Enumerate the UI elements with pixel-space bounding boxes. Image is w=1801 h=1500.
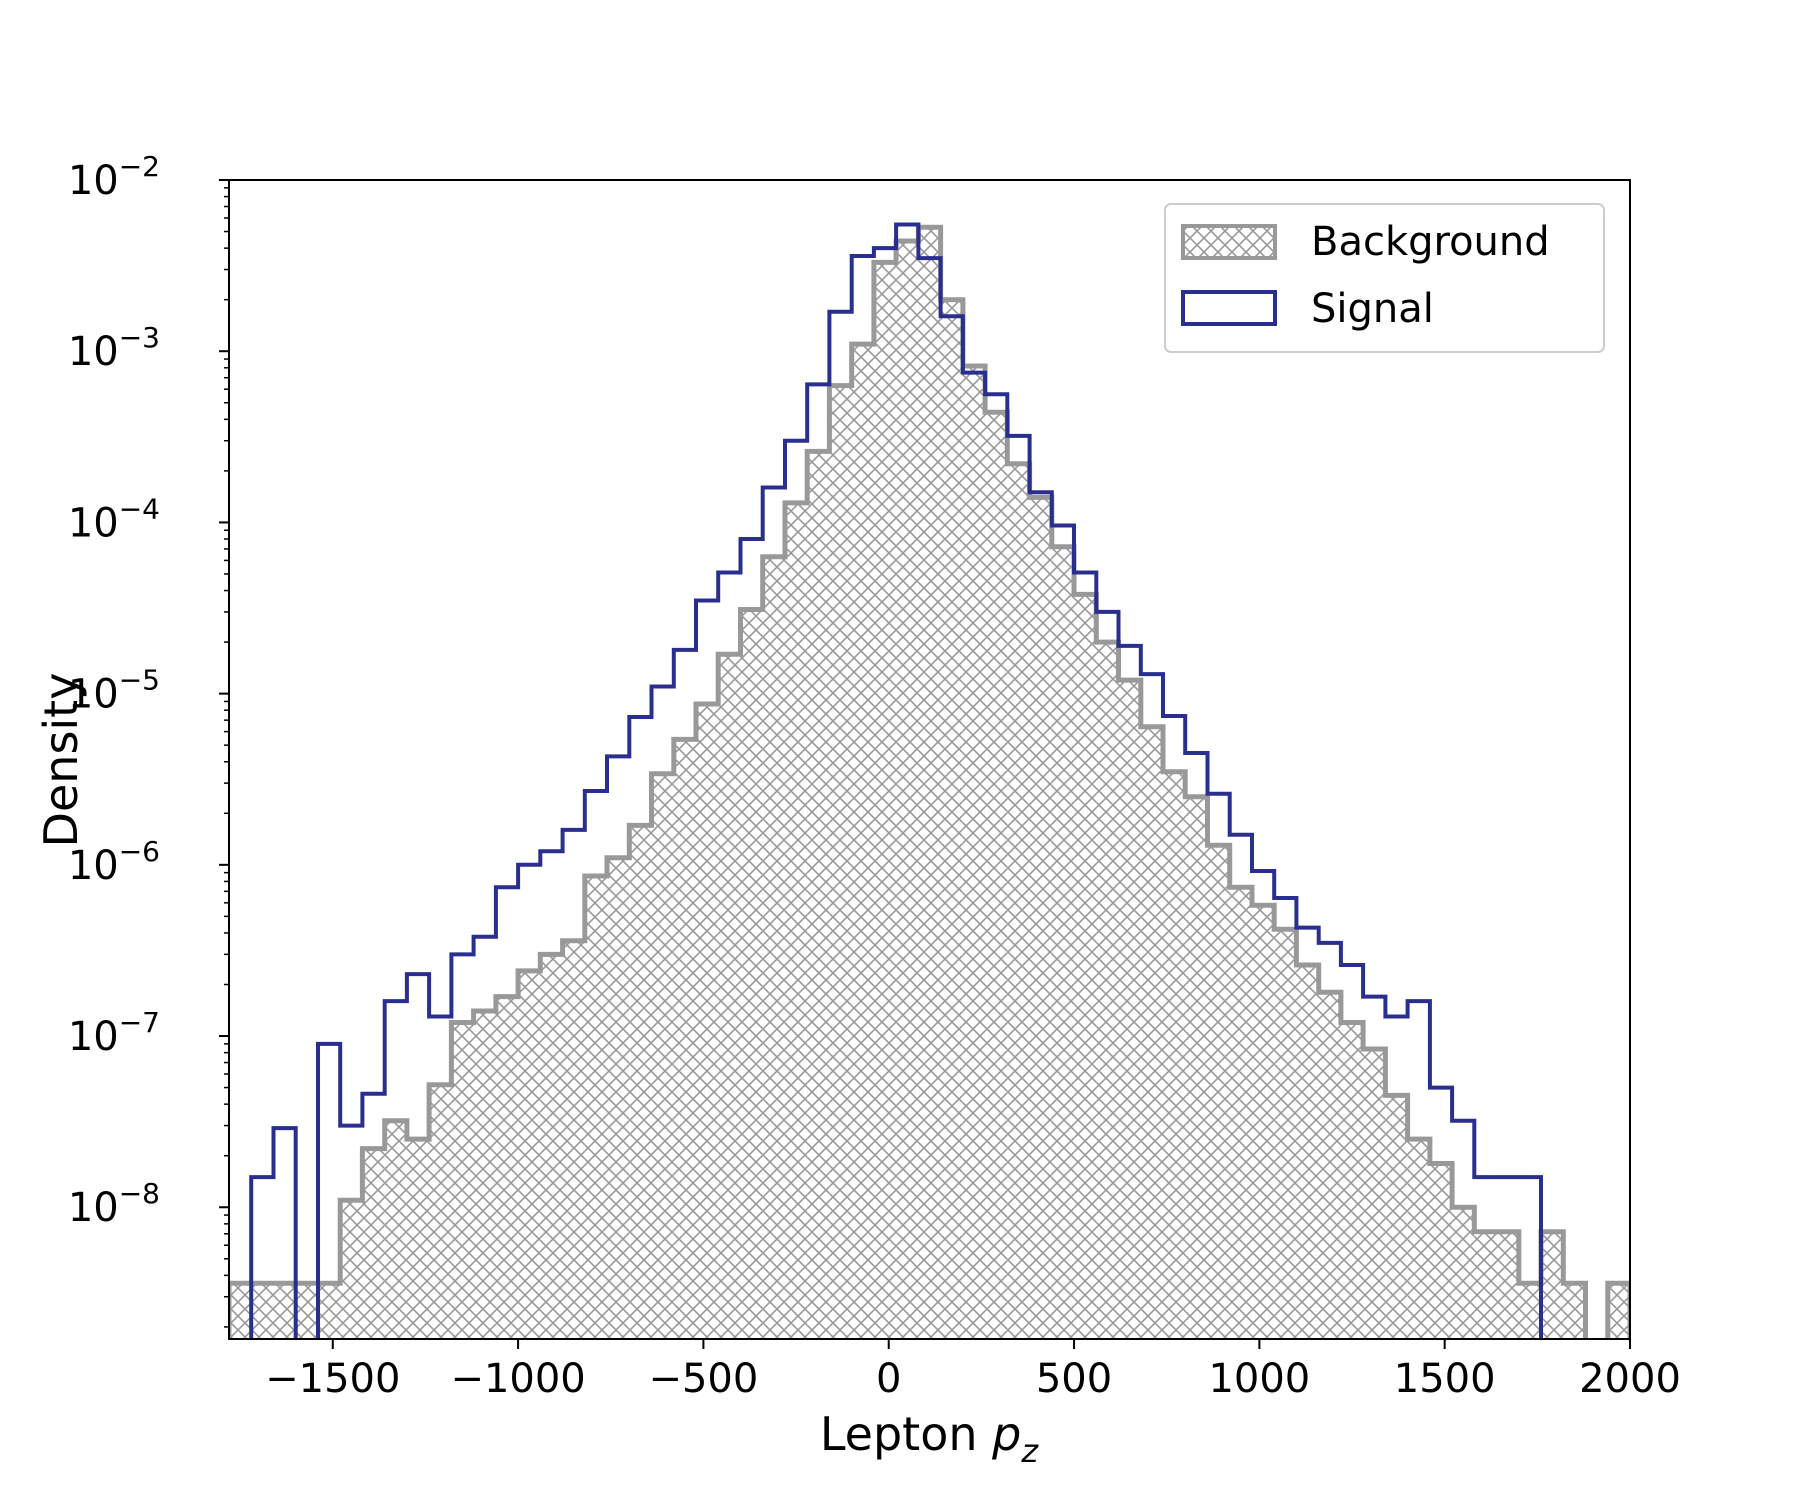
background-bin — [1163, 771, 1186, 1339]
background-bin — [1118, 680, 1141, 1339]
background-bin — [562, 940, 585, 1339]
legend-label-signal: Signal — [1311, 286, 1434, 332]
y-tick-label: 10−3 — [68, 321, 160, 375]
background-bin — [362, 1148, 385, 1339]
background-bin — [1029, 497, 1052, 1339]
background-bin — [673, 739, 696, 1339]
background-bin — [1363, 1049, 1386, 1339]
y-axis-ticks: 10−8 10−7 10−6 10−5 10−4 10−3 10−2 — [68, 150, 229, 1328]
background-bin — [518, 970, 541, 1339]
background-outline — [1605, 1280, 1630, 1339]
background-bin — [1474, 1231, 1497, 1339]
background-bin — [473, 1011, 496, 1339]
x-axis-label-subscript: z — [1020, 1432, 1039, 1470]
signal-outline — [249, 1126, 298, 1339]
y-tick-label: 10−4 — [68, 492, 160, 546]
y-axis-label: Density — [34, 673, 88, 848]
x-tick-label: −500 — [648, 1356, 758, 1402]
background-bin — [1385, 1095, 1408, 1339]
legend-swatch-background — [1181, 224, 1277, 260]
background-bin — [1563, 1283, 1586, 1339]
background-bin — [807, 451, 830, 1339]
background-bin — [1407, 1139, 1430, 1339]
x-axis-label: Lepton pz — [820, 1407, 1039, 1470]
background-bin — [696, 703, 719, 1339]
background-bin — [495, 996, 519, 1339]
series-background — [229, 224, 1630, 1339]
background-bin — [295, 1283, 318, 1339]
series-signal — [249, 222, 1543, 1339]
x-axis-label-math: p — [991, 1407, 1021, 1461]
background-bin — [1318, 992, 1341, 1339]
background-bin — [1096, 642, 1119, 1339]
background-bin — [629, 825, 652, 1339]
background-bin — [1340, 1022, 1364, 1339]
legend: Background Signal — [1164, 203, 1605, 353]
background-bin — [1140, 726, 1163, 1339]
x-tick-label: 2000 — [1579, 1356, 1681, 1402]
x-axis-label-text: Lepton — [820, 1407, 992, 1461]
background-bin — [985, 412, 1008, 1339]
background-bin — [406, 1139, 430, 1339]
background-bin — [1541, 1231, 1564, 1339]
x-tick-label: −1000 — [450, 1356, 585, 1402]
legend-label-background: Background — [1311, 219, 1550, 265]
x-tick-label: −1500 — [265, 1356, 400, 1402]
background-bin — [273, 1283, 296, 1339]
background-bin — [1607, 1283, 1630, 1339]
background-bin — [451, 1022, 474, 1339]
series-layer — [229, 222, 1630, 1339]
background-bin — [540, 954, 563, 1339]
background-bin — [651, 773, 674, 1339]
y-tick-label: 10−8 — [68, 1177, 160, 1231]
background-bin — [229, 1283, 252, 1339]
y-tick-label: 10−7 — [68, 1006, 160, 1060]
x-tick-label: 500 — [1036, 1356, 1112, 1402]
background-bin — [851, 344, 874, 1339]
background-bin — [784, 502, 808, 1339]
x-axis-ticks: −1500 −1000 −500 0 500 1000 1500 2000 — [265, 1339, 1681, 1402]
background-bin — [962, 365, 986, 1339]
background-bin — [718, 654, 741, 1339]
background-bin — [1296, 964, 1319, 1339]
background-bin — [317, 1283, 341, 1339]
y-tick-label: 10−5 — [68, 664, 160, 718]
background-bin — [584, 876, 608, 1339]
background-bin — [1251, 905, 1275, 1339]
y-tick-label: 10−2 — [68, 150, 160, 204]
background-bin — [1452, 1207, 1475, 1339]
background-bin — [1185, 796, 1208, 1339]
background-bin — [607, 857, 630, 1339]
background-bin — [918, 227, 941, 1339]
plot-frame — [228, 179, 1631, 1340]
x-tick-label: 1500 — [1394, 1356, 1496, 1402]
background-bin — [340, 1200, 363, 1339]
background-bin — [1007, 463, 1030, 1339]
background-bin — [1229, 887, 1252, 1339]
background-bin — [251, 1283, 274, 1339]
background-bin — [1207, 845, 1230, 1339]
legend-swatch-signal — [1181, 290, 1277, 326]
background-bin — [1496, 1231, 1519, 1339]
background-bin — [873, 262, 897, 1339]
x-tick-label: 0 — [876, 1356, 901, 1402]
background-bin — [384, 1120, 407, 1339]
background-bin — [740, 609, 763, 1339]
signal-outline — [316, 222, 1543, 1339]
background-bin — [1074, 594, 1097, 1339]
background-bin — [1429, 1163, 1453, 1339]
background-bin — [829, 385, 852, 1339]
background-bin — [429, 1084, 452, 1339]
background-bin — [1274, 929, 1297, 1339]
background-bin — [940, 299, 963, 1339]
y-tick-label: 10−6 — [68, 835, 160, 889]
background-bin — [1518, 1283, 1542, 1339]
background-bin — [762, 556, 785, 1339]
background-bin — [896, 241, 919, 1339]
background-bin — [1051, 546, 1075, 1339]
x-tick-label: 1000 — [1208, 1356, 1310, 1402]
